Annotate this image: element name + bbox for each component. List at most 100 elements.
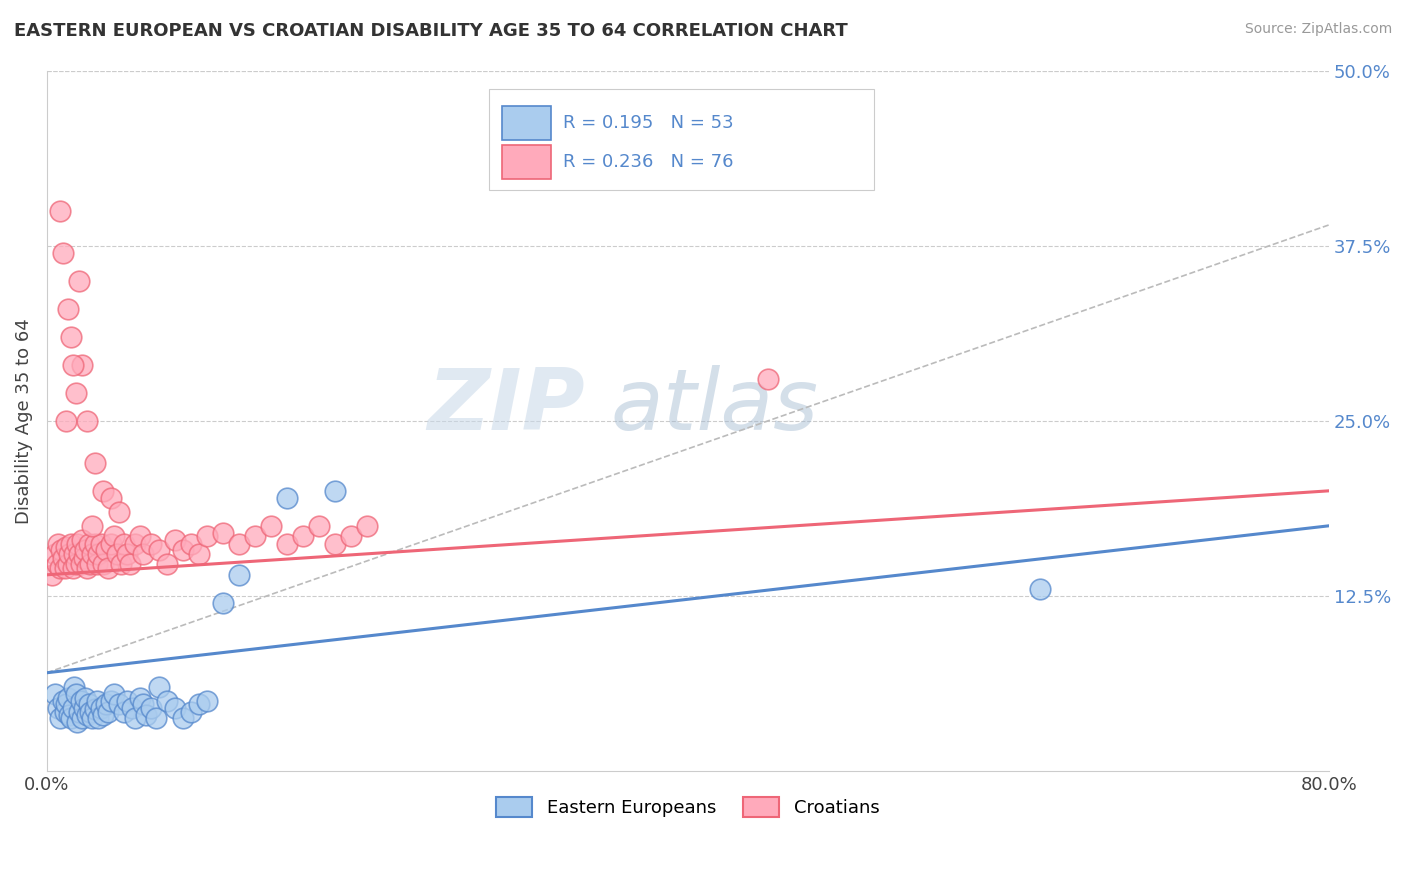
Point	[97, 561, 120, 575]
Point	[70, 710, 93, 724]
Point	[124, 537, 146, 551]
Text: R = 0.195   N = 53: R = 0.195 N = 53	[564, 114, 734, 132]
Point	[79, 705, 101, 719]
Point	[62, 358, 84, 372]
Point	[139, 537, 162, 551]
Point	[63, 680, 86, 694]
Point	[108, 697, 131, 711]
Point	[77, 537, 100, 551]
Point	[120, 557, 142, 571]
Point	[62, 700, 84, 714]
Point	[48, 710, 70, 724]
Point	[172, 710, 194, 724]
Point	[59, 710, 82, 724]
Point	[90, 537, 112, 551]
Point	[756, 372, 779, 386]
Point	[84, 456, 107, 470]
Point	[79, 557, 101, 571]
Point	[323, 483, 346, 498]
Point	[1029, 582, 1052, 596]
Point	[69, 557, 91, 571]
Legend: Eastern Europeans, Croatians: Eastern Europeans, Croatians	[489, 789, 887, 824]
Point	[67, 274, 90, 288]
Point	[45, 557, 67, 571]
Point	[292, 528, 315, 542]
Point	[80, 710, 103, 724]
Point	[103, 687, 125, 701]
Point	[65, 385, 87, 400]
Point	[103, 528, 125, 542]
Point	[80, 518, 103, 533]
Point	[97, 705, 120, 719]
Text: atlas: atlas	[612, 366, 818, 449]
Y-axis label: Disability Age 35 to 64: Disability Age 35 to 64	[15, 318, 32, 524]
Point	[156, 557, 179, 571]
Point	[212, 596, 235, 610]
Point	[276, 537, 298, 551]
Point	[139, 700, 162, 714]
Point	[51, 542, 73, 557]
Point	[52, 551, 75, 566]
Point	[148, 542, 170, 557]
Point	[112, 705, 135, 719]
Point	[48, 561, 70, 575]
Point	[52, 694, 75, 708]
Point	[66, 537, 89, 551]
Point	[62, 561, 84, 575]
Point	[55, 540, 77, 554]
Point	[148, 680, 170, 694]
Point	[65, 557, 87, 571]
Point	[91, 557, 114, 571]
Point	[67, 705, 90, 719]
Point	[340, 528, 363, 542]
Point	[75, 690, 97, 705]
Point	[276, 491, 298, 505]
Point	[59, 330, 82, 344]
Point	[100, 694, 122, 708]
Point	[156, 694, 179, 708]
FancyBboxPatch shape	[502, 145, 551, 178]
Point	[172, 542, 194, 557]
Point	[128, 690, 150, 705]
Point	[56, 301, 79, 316]
Point	[63, 547, 86, 561]
Point	[115, 547, 138, 561]
Point	[44, 687, 66, 701]
Point	[76, 414, 98, 428]
Point	[91, 483, 114, 498]
Point	[84, 702, 107, 716]
Point	[48, 204, 70, 219]
FancyBboxPatch shape	[502, 106, 551, 140]
Point	[356, 518, 378, 533]
Point	[91, 707, 114, 722]
Point	[52, 246, 75, 260]
Point	[212, 525, 235, 540]
Point	[58, 547, 80, 561]
Text: Source: ZipAtlas.com: Source: ZipAtlas.com	[1244, 22, 1392, 37]
Point	[180, 705, 202, 719]
Point	[105, 547, 128, 561]
Point	[260, 518, 283, 533]
Point	[228, 567, 250, 582]
Point	[135, 707, 157, 722]
Point	[323, 537, 346, 551]
Point	[188, 697, 211, 711]
Point	[76, 707, 98, 722]
Point	[55, 697, 77, 711]
Point	[145, 710, 167, 724]
Text: ZIP: ZIP	[427, 366, 585, 449]
Point	[73, 700, 96, 714]
FancyBboxPatch shape	[489, 88, 873, 190]
Point	[56, 557, 79, 571]
Point	[70, 533, 93, 547]
Point	[77, 697, 100, 711]
Point	[73, 551, 96, 566]
Point	[87, 710, 110, 724]
Point	[115, 694, 138, 708]
Text: R = 0.236   N = 76: R = 0.236 N = 76	[564, 153, 734, 171]
Point	[308, 518, 330, 533]
Point	[75, 542, 97, 557]
Point	[195, 694, 218, 708]
Point	[53, 705, 76, 719]
Point	[108, 505, 131, 519]
